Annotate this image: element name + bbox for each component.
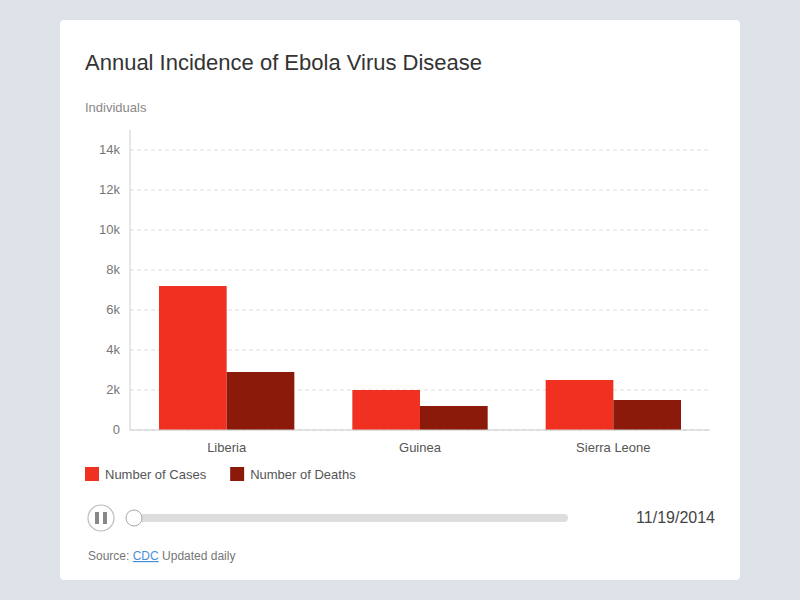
slider-track: [128, 514, 568, 522]
x-tick-label: Liberia: [207, 440, 247, 455]
pause-circle: [88, 505, 114, 531]
slider-handle: [126, 510, 142, 526]
legend-label: Number of Cases: [105, 467, 207, 482]
y-ticks: 0 2k 4k 6k 8k 10k 12k 14k: [99, 142, 120, 437]
source-note: Source: CDC Updated daily: [88, 549, 235, 563]
x-axis-line: [130, 430, 710, 431]
chart: Annual Incidence of Ebola Virus Disease I…: [0, 0, 800, 600]
source-link: CDC: [133, 549, 159, 563]
legend-swatch: [85, 467, 99, 481]
legend: Number of Cases Number of Deaths: [85, 467, 356, 482]
pause-button: [88, 505, 114, 531]
card: [60, 20, 740, 580]
grid-line: [130, 190, 710, 191]
title: Annual Incidence of Ebola Virus Disease: [85, 50, 482, 75]
y-tick-label: 8k: [106, 262, 120, 277]
bar: [352, 390, 420, 430]
y-tick-label: 4k: [106, 342, 120, 357]
grid-line: [130, 150, 710, 151]
grid-line: [130, 430, 710, 431]
x-tick-label: Sierra Leone: [576, 440, 650, 455]
legend-swatch: [230, 467, 244, 481]
bar: [159, 286, 227, 430]
source-text: Source:: [88, 549, 133, 563]
bars: [159, 286, 681, 430]
source-text: Updated daily: [159, 549, 236, 563]
y-tick-label: 6k: [106, 302, 120, 317]
x-tick-label: Guinea: [399, 440, 442, 455]
bar: [227, 372, 295, 430]
y-tick-label: 10k: [99, 222, 120, 237]
bar: [613, 400, 681, 430]
y-tick-label: 14k: [99, 142, 120, 157]
y-tick-label: 0: [113, 422, 120, 437]
x-ticks: Liberia Guinea Sierra Leone: [207, 440, 650, 455]
grid-line: [130, 230, 710, 231]
y-tick-label: 2k: [106, 382, 120, 397]
legend-label: Number of Deaths: [250, 467, 356, 482]
pause-bar: [95, 512, 99, 524]
bar: [546, 380, 614, 430]
date-label: 11/19/2014: [636, 509, 715, 526]
pause-bar: [103, 512, 107, 524]
y-axis-line: [130, 130, 131, 430]
y-axis-label: Individuals: [85, 100, 147, 115]
grid-line: [130, 270, 710, 271]
grid: [130, 150, 710, 430]
y-tick-label: 12k: [99, 182, 120, 197]
bar: [420, 406, 488, 430]
